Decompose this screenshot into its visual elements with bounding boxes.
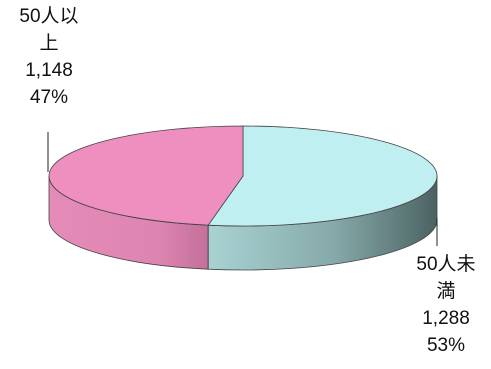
slice-label-percent: 47% <box>29 87 69 108</box>
slice-label-name-line2: 上 <box>39 33 59 54</box>
slice-label-percent: 53% <box>426 335 466 356</box>
slice-label-value: 1,148 <box>25 60 73 81</box>
pie-slice <box>48 125 244 226</box>
slice-label-value: 1,288 <box>422 308 470 329</box>
slice-label-name-line1: 50人未 <box>416 254 476 275</box>
slice-label-name-line1: 50人以 <box>19 6 79 27</box>
slice-label-50-or-more: 50人以 上 1,148 47% <box>4 3 94 111</box>
pie-slice <box>207 125 438 227</box>
slice-label-under-50: 50人未 満 1,288 53% <box>401 251 491 359</box>
slice-label-name-line2: 満 <box>436 281 456 302</box>
